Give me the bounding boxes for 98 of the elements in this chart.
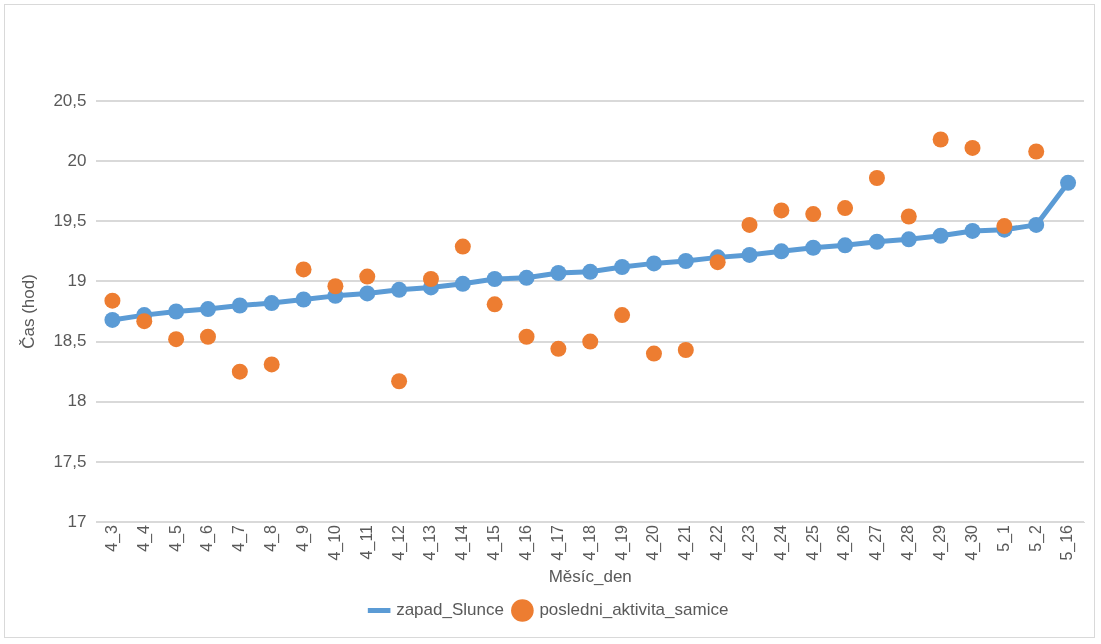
point: [582, 263, 599, 280]
point: [518, 328, 535, 345]
x-tick-label: 4_14: [453, 524, 472, 561]
x-tick-label: 4_17: [548, 524, 567, 561]
point: [168, 331, 185, 348]
point: [1028, 143, 1045, 160]
point: [422, 271, 439, 288]
x-tick-label: 4_3: [102, 524, 121, 552]
point: [932, 227, 949, 244]
y-tick-label: 18: [67, 391, 87, 411]
legend-label: zapad_Slunce: [396, 600, 504, 620]
x-tick-label: 4_20: [644, 524, 663, 561]
point: [486, 296, 503, 313]
point: [709, 254, 726, 271]
x-tick-label: 5_16: [1058, 524, 1077, 561]
point: [518, 269, 535, 286]
point: [964, 222, 981, 239]
point: [104, 292, 121, 309]
y-tick-label: 18,5: [53, 331, 87, 351]
y-tick-label: 17,5: [53, 451, 87, 471]
x-tick-label: 4_28: [899, 524, 918, 561]
point: [104, 311, 121, 328]
x-tick-label: 4_16: [516, 524, 535, 561]
x-tick-label: 4_9: [293, 524, 312, 552]
x-tick-label: 5_1: [994, 524, 1013, 552]
point: [454, 238, 471, 255]
point: [359, 285, 376, 302]
x-tick-label: 4_18: [580, 524, 599, 561]
y-tick-label: 19,5: [53, 210, 87, 230]
point: [1060, 174, 1077, 191]
point: [868, 233, 885, 250]
x-tick-label: 4_10: [325, 524, 344, 561]
point: [454, 275, 471, 292]
point: [677, 252, 694, 269]
y-tick-label: 20,5: [53, 90, 87, 110]
point: [327, 278, 344, 295]
point: [805, 206, 822, 223]
x-tick-label: 4_8: [262, 524, 281, 552]
point: [932, 131, 949, 148]
point: [199, 301, 216, 318]
x-axis-title: Měsíc_den: [548, 567, 632, 587]
point: [837, 237, 854, 254]
x-tick-label: 4_7: [230, 524, 249, 552]
point: [645, 345, 662, 362]
point: [837, 200, 854, 217]
point: [231, 297, 248, 314]
point: [359, 268, 376, 285]
point: [263, 356, 280, 373]
point: [168, 303, 185, 320]
point: [391, 281, 408, 298]
point: [614, 307, 631, 324]
point: [295, 261, 312, 278]
point: [645, 255, 662, 272]
point: [550, 340, 567, 357]
x-tick-label: 5_2: [1026, 524, 1045, 552]
legend-label: posledni_aktivita_samice: [539, 600, 729, 620]
x-tick-label: 4_11: [357, 524, 376, 560]
point: [741, 216, 758, 233]
point: [391, 373, 408, 390]
x-tick-label: 4_21: [676, 524, 695, 561]
point: [1028, 216, 1045, 233]
point: [741, 246, 758, 263]
y-tick-label: 17: [67, 511, 87, 531]
point: [263, 295, 280, 312]
y-axis-title: Čas (hod): [18, 274, 38, 349]
point: [900, 208, 917, 225]
point: [964, 139, 981, 156]
x-tick-label: 4_26: [835, 524, 854, 561]
point: [614, 259, 631, 275]
point: [136, 313, 153, 330]
point: [805, 239, 822, 256]
point: [900, 231, 917, 248]
point: [582, 333, 599, 350]
x-tick-label: 4_27: [867, 524, 886, 561]
point: [231, 363, 248, 380]
x-tick-label: 4_19: [612, 524, 631, 561]
point: [773, 202, 790, 219]
point: [868, 169, 885, 186]
point: [550, 265, 567, 282]
point: [295, 291, 312, 308]
x-tick-label: 4_23: [739, 524, 758, 561]
x-tick-label: 4_6: [198, 524, 217, 552]
point: [677, 342, 694, 358]
x-tick-label: 4_22: [708, 524, 727, 561]
x-tick-label: 4_24: [771, 524, 790, 561]
point: [199, 328, 216, 345]
x-tick-label: 4_30: [962, 524, 981, 561]
y-tick-label: 19: [67, 271, 87, 291]
x-tick-label: 4_12: [389, 524, 408, 561]
x-tick-label: 4_29: [931, 524, 950, 561]
x-tick-label: 4_25: [803, 524, 822, 561]
y-tick-label: 20: [67, 150, 87, 170]
x-tick-label: 4_15: [485, 524, 504, 561]
x-tick-label: 4_13: [421, 524, 440, 561]
point: [773, 243, 790, 260]
point: [486, 271, 503, 288]
x-tick-label: 4_5: [166, 524, 185, 552]
x-tick-label: 4_4: [134, 524, 153, 552]
